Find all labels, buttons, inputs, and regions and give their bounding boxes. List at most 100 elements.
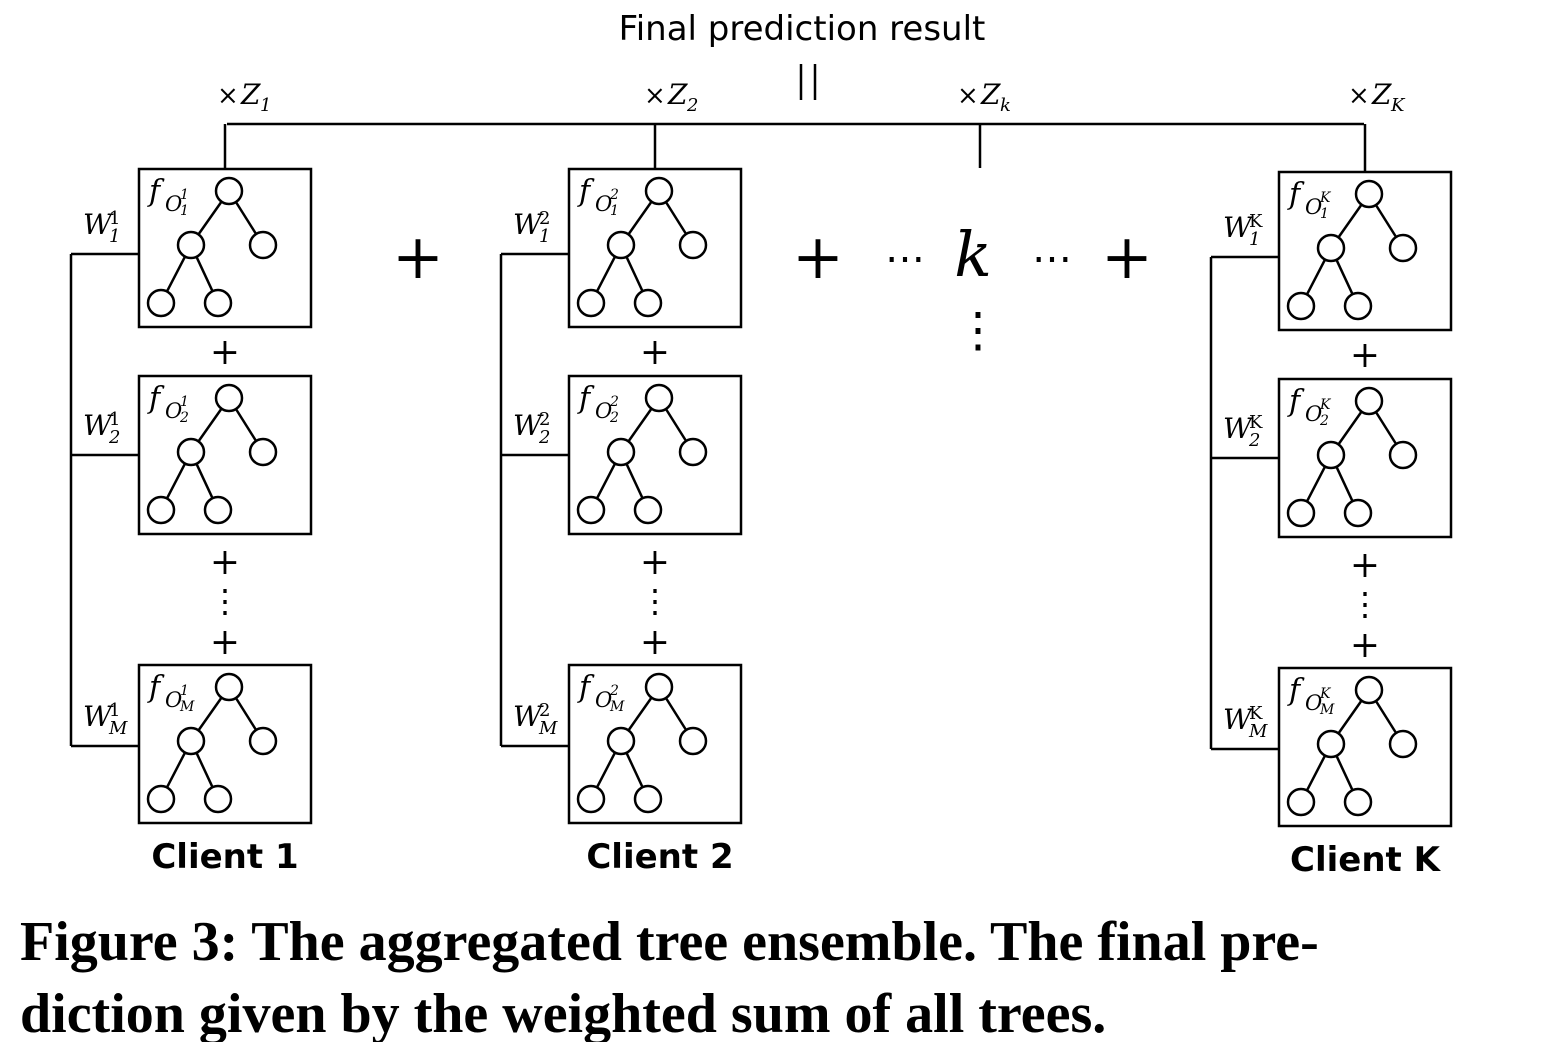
tree-edge: [195, 752, 214, 788]
tree-node: [248, 230, 278, 260]
tree-edge: [1335, 466, 1354, 502]
tree-edge: [234, 697, 258, 731]
tree-edge: [195, 256, 214, 292]
function-base: O: [165, 399, 182, 423]
weight-sup: 1: [109, 409, 120, 430]
weight-sub: M: [1248, 721, 1268, 742]
tree-edge: [195, 463, 214, 499]
tree-node: [248, 437, 278, 467]
function-sub: 2: [1319, 413, 1329, 429]
tree-edge: [627, 696, 653, 732]
tree-edge: [197, 200, 223, 236]
tree-node: [203, 495, 233, 525]
weight-symbol: W: [83, 208, 114, 241]
tree-edge: [234, 201, 258, 235]
tree-box: [137, 663, 313, 825]
tree-edge: [197, 696, 223, 732]
function-sub: 1: [610, 203, 619, 219]
weight-sub: 2: [1248, 430, 1260, 451]
multiplier-symbol: Z: [980, 78, 1001, 111]
multiplier-symbol: Z: [240, 78, 261, 111]
weight-sup: K: [1249, 703, 1263, 724]
function-symbol: f: [577, 670, 595, 705]
tree-node: [576, 495, 606, 525]
tree-edge: [1337, 203, 1363, 239]
function-sup: 2: [609, 187, 619, 203]
plus: +: [210, 622, 240, 663]
caption-line: diction given by the weighted sum of all…: [20, 983, 1106, 1042]
tree-node: [1343, 787, 1373, 817]
client-label: Client 1: [151, 837, 298, 877]
tree-node: [678, 230, 708, 260]
plus: +: [640, 622, 670, 663]
tree-node: [214, 176, 244, 206]
tree-edge: [625, 256, 644, 292]
weight-symbol: W: [83, 409, 114, 442]
caption-line: Figure 3: The aggregated tree ensemble. …: [20, 911, 1319, 973]
weight-sub: 2: [538, 427, 550, 448]
weight-sup: 2: [539, 700, 550, 721]
title: Final prediction result: [619, 9, 986, 49]
weight-symbol: W: [513, 208, 544, 241]
tree-edge: [1337, 699, 1363, 735]
tree-edge: [197, 407, 223, 443]
tree-node: [606, 437, 636, 467]
multiplier-sub: k: [1000, 95, 1011, 116]
plus: +: [210, 332, 240, 373]
tree-box: [1277, 666, 1453, 828]
vdots: ⋮: [209, 582, 241, 620]
weight-symbol: W: [1223, 211, 1254, 244]
tree-node: [644, 672, 674, 702]
multiplier-sub: K: [1390, 95, 1406, 116]
plus: +: [210, 542, 240, 583]
tree-edge: [165, 255, 187, 293]
multiplier-sub: 1: [260, 95, 271, 116]
tree-node: [176, 726, 206, 756]
tree-edge: [1335, 259, 1354, 295]
weight-sub: 1: [539, 226, 550, 247]
tree-edge: [1374, 411, 1398, 445]
weight-symbol: W: [83, 700, 114, 733]
tree-box: [1277, 170, 1453, 332]
tree-edge: [1374, 204, 1398, 238]
function-base: O: [595, 192, 612, 216]
tree-edge: [595, 462, 617, 500]
tree-node: [176, 437, 206, 467]
weight-sub: M: [538, 718, 558, 739]
tree-node: [1316, 729, 1346, 759]
tree-edge: [165, 462, 187, 500]
vdots: ⋮: [639, 582, 671, 620]
tree-node: [1354, 179, 1384, 209]
tree-node: [1388, 233, 1418, 263]
tree-node: [1286, 787, 1316, 817]
tree-edge: [664, 697, 688, 731]
tree-edge: [625, 463, 644, 499]
times-sign: ×: [644, 81, 666, 111]
plus: +: [1101, 220, 1153, 293]
tree-node: [633, 784, 663, 814]
tree-node: [214, 672, 244, 702]
weight-sup: K: [1249, 412, 1263, 433]
function-base: O: [595, 688, 612, 712]
weight-sup: K: [1249, 211, 1263, 232]
function-sub: 2: [179, 410, 189, 426]
plus: +: [1350, 625, 1380, 666]
tree-box: [567, 167, 743, 329]
tree-node: [1286, 498, 1316, 528]
tree-node: [606, 726, 636, 756]
function-symbol: f: [147, 174, 165, 209]
tree-node: [633, 288, 663, 318]
function-sub: 2: [609, 410, 619, 426]
tree-node: [678, 726, 708, 756]
tree-edge: [1337, 410, 1363, 446]
weight-sup: 2: [539, 409, 550, 430]
tree-node: [606, 230, 636, 260]
function-base: O: [165, 192, 182, 216]
weight-sub: 1: [1249, 229, 1260, 250]
tree-edge: [234, 408, 258, 442]
tree-box: [137, 167, 313, 329]
vdots: ⋮: [954, 302, 1002, 358]
plus: +: [1350, 335, 1380, 376]
tree-node: [1388, 729, 1418, 759]
